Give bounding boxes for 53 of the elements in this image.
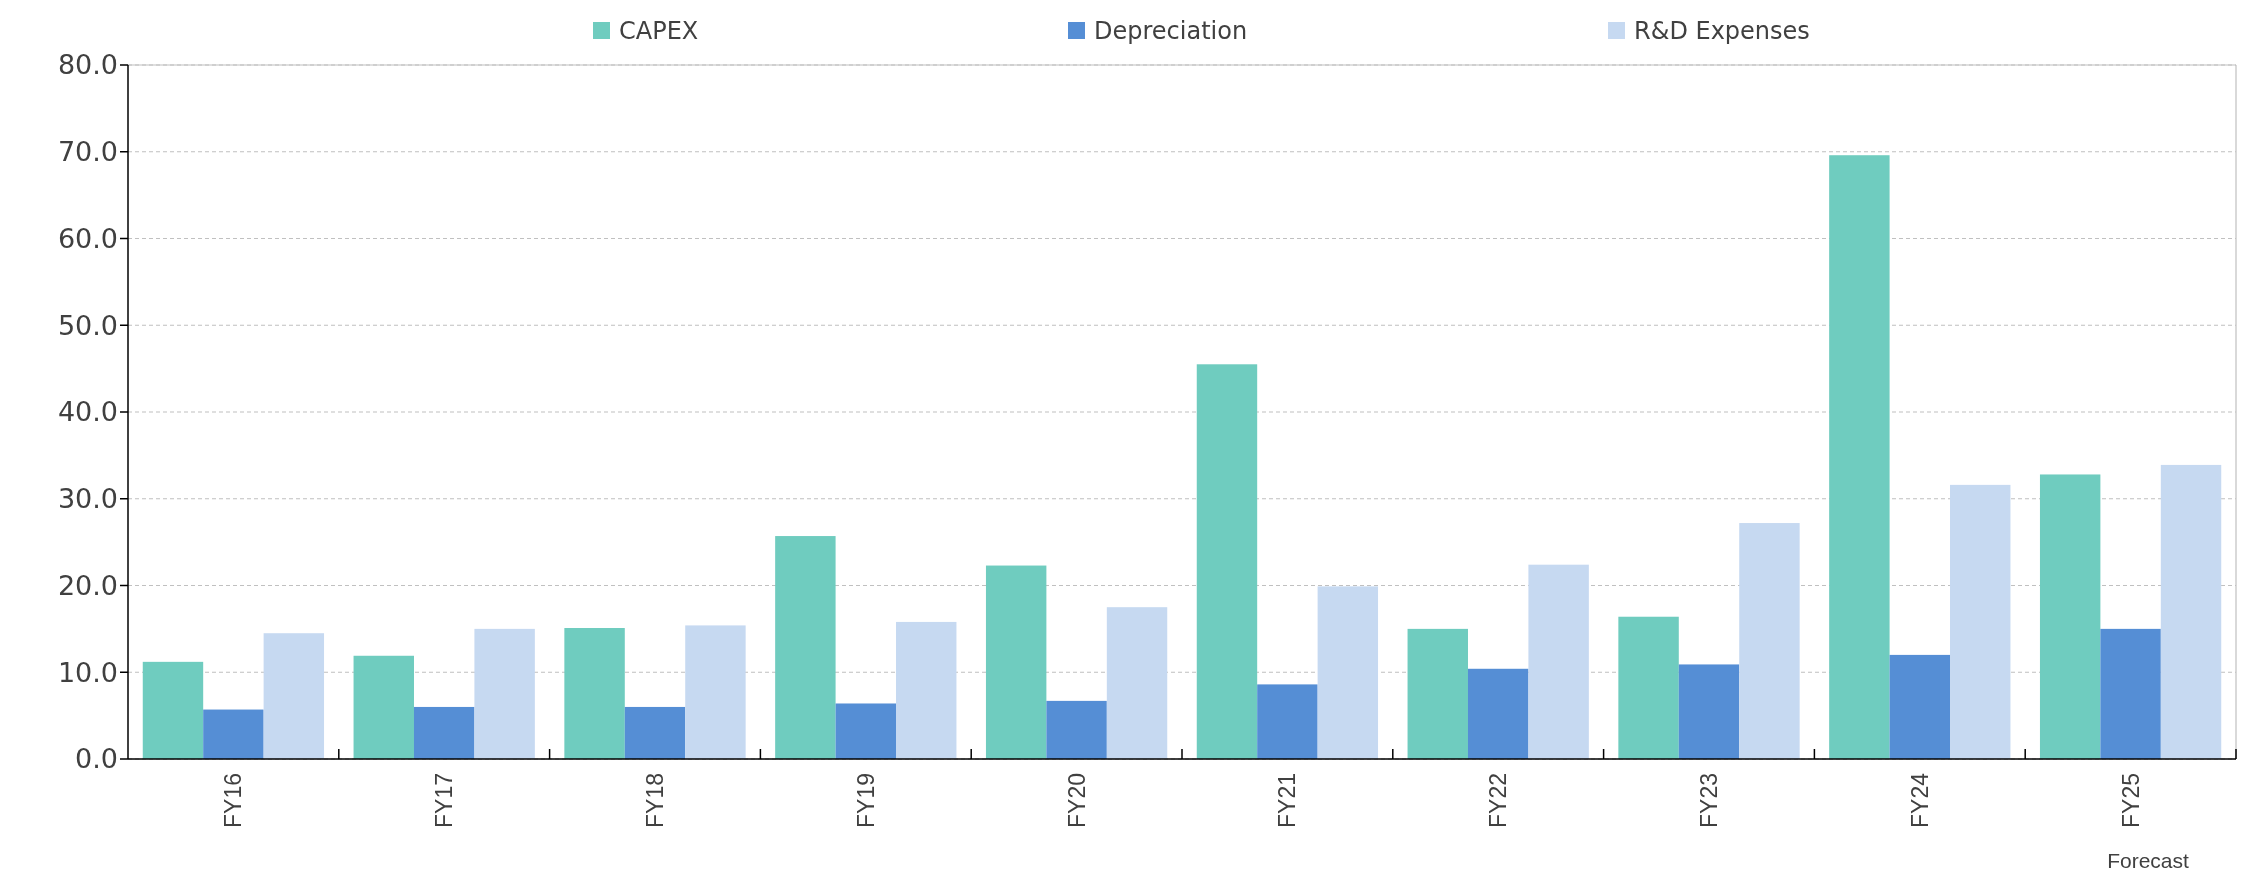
y-tick-label: 50.0 xyxy=(57,309,118,341)
bar xyxy=(1106,607,1168,759)
y-tick-label: 80.0 xyxy=(57,49,118,81)
bar xyxy=(1046,700,1107,759)
bar xyxy=(203,709,264,759)
bar xyxy=(1678,664,1740,759)
bar xyxy=(1829,155,1890,759)
x-tick-label: FY23 xyxy=(1696,773,1723,828)
x-tick-label: FY22 xyxy=(1485,773,1512,828)
y-tick-label: 70.0 xyxy=(57,136,118,168)
x-tick-label: FY20 xyxy=(1063,773,1090,828)
x-tick-label: FY18 xyxy=(642,773,669,828)
y-tick-label: 40.0 xyxy=(57,396,118,428)
text: Forecast xyxy=(2107,849,2190,872)
legend-label: CAPEX xyxy=(619,17,699,46)
x-tick-label: FY25 xyxy=(2117,773,2144,828)
bar xyxy=(353,655,414,759)
bar xyxy=(896,621,957,759)
bar xyxy=(413,706,475,759)
bar xyxy=(474,628,535,759)
y-tick-label: 30.0 xyxy=(57,483,118,515)
bar xyxy=(142,661,204,759)
bar xyxy=(624,706,686,759)
bar xyxy=(685,625,746,759)
bar xyxy=(263,633,325,759)
bar xyxy=(1950,484,2011,759)
bar xyxy=(775,536,836,759)
bar xyxy=(1407,628,1468,759)
bar xyxy=(1257,684,1318,759)
legend-label: Depreciation xyxy=(1094,17,1248,46)
bar xyxy=(564,628,625,759)
legend-label: R&D Expenses xyxy=(1634,17,1810,46)
bar xyxy=(835,703,897,759)
x-tick-label: FY17 xyxy=(431,773,458,828)
bar xyxy=(2160,464,2222,759)
bar xyxy=(1618,616,1679,759)
y-tick-label: 60.0 xyxy=(57,222,118,254)
bar xyxy=(1528,564,1589,759)
bar xyxy=(1317,586,1379,759)
x-tick-label: FY21 xyxy=(1274,773,1301,828)
bar xyxy=(1467,668,1529,759)
bar xyxy=(2039,474,2101,759)
bar xyxy=(1739,523,1800,759)
x-tick-label: FY24 xyxy=(1906,772,1933,828)
y-tick-label: 0.0 xyxy=(75,743,118,775)
x-tick-label: FY19 xyxy=(852,773,879,828)
bar xyxy=(1889,654,1951,759)
bar xyxy=(2100,628,2161,759)
y-tick-label: 10.0 xyxy=(57,656,118,688)
x-tick-label: FY16 xyxy=(220,773,247,828)
bar xyxy=(1196,364,1258,759)
bar xyxy=(985,565,1047,759)
y-tick-label: 20.0 xyxy=(57,569,118,601)
